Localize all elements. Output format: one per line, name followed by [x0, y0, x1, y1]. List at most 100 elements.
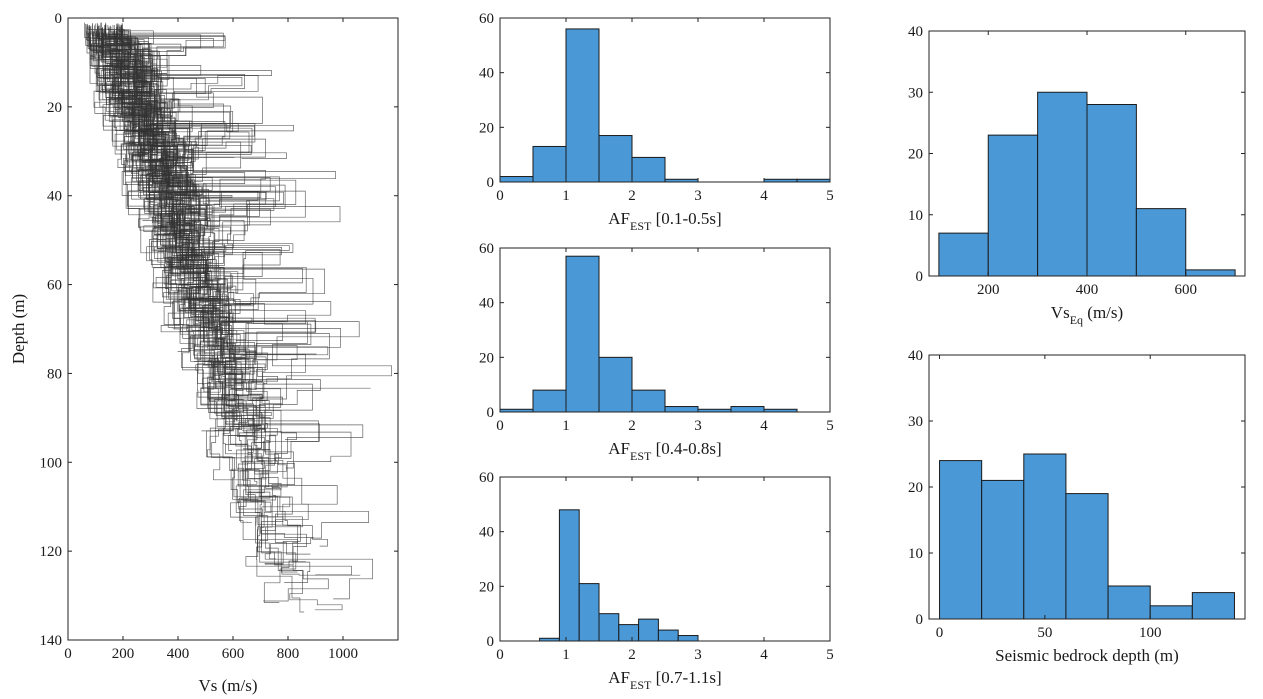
hist5-y-tick-label: 10 — [908, 546, 923, 562]
histogram-bar — [664, 406, 699, 413]
hist1-y-tick-label: 0 — [487, 175, 495, 191]
vs-profile-line — [116, 26, 171, 163]
vs-profile-line — [120, 24, 308, 560]
vs-profile-y-tick-label: 120 — [40, 544, 63, 560]
vs-profile-line — [96, 23, 243, 379]
hist1-x-tick-label: 4 — [760, 188, 768, 204]
hist2-x-tick-label: 5 — [826, 418, 834, 434]
hist2-y-tick-label: 40 — [479, 296, 494, 312]
hist2-x-tick-label: 2 — [628, 418, 636, 434]
hist4-y-tick-label: 0 — [916, 269, 924, 285]
histogram-bar — [939, 460, 983, 620]
vs-profile-line — [114, 29, 373, 600]
vs-profile-x-tick-label: 600 — [222, 646, 245, 662]
histogram-bars — [539, 509, 699, 642]
vs-profile-x-tick-label: 1000 — [328, 646, 358, 662]
vs-profile-line — [100, 22, 320, 480]
x-axis-label-main: Vs — [1051, 303, 1070, 322]
hist5-y-tick-label: 40 — [908, 348, 923, 364]
axes-frame — [499, 17, 831, 183]
histogram-bar — [1023, 453, 1067, 620]
seismic-bedrock-depth-histogram: 0 50 100 0 10 20 30 40 Seismic bedrock depth (m) — [908, 348, 1246, 665]
histogram-bar — [1037, 91, 1088, 277]
x-axis-label-main: Seismic bedrock depth (m) — [995, 646, 1179, 665]
hist4-y-tick-label: 30 — [908, 85, 923, 101]
vs-profile-x-tick-label: 400 — [167, 646, 190, 662]
axes-frame — [499, 476, 831, 642]
histogram-bar — [631, 389, 666, 413]
vs-profile-line — [119, 26, 341, 397]
hist1-x-tick-label: 0 — [496, 188, 504, 204]
vs-profile-line — [112, 33, 220, 272]
vs-profile-line — [104, 25, 329, 602]
hist3-y-tick-label: 40 — [479, 525, 494, 541]
x-axis-label-suffix: [0.1-0.5s] — [651, 209, 721, 228]
histogram-bars — [939, 453, 1235, 620]
axes-frame — [499, 247, 831, 413]
histogram-bars — [938, 91, 1236, 277]
histogram-bar — [631, 156, 666, 183]
vs-profile-y-tick-label: 60 — [47, 278, 62, 294]
histogram-bar — [1191, 592, 1235, 620]
hist2-y-tick-label: 0 — [487, 405, 495, 421]
vs-profile-line — [99, 33, 317, 451]
x-axis-label: Seismic bedrock depth (m) — [995, 646, 1179, 665]
histogram-bar — [499, 176, 534, 183]
hist5-x-tick-label: 0 — [936, 625, 944, 641]
histogram-bar — [618, 624, 640, 642]
vs-profile-line — [96, 32, 183, 249]
x-axis-label: AFEST [0.7-1.1s] — [608, 668, 721, 692]
hist1-y-tick-label: 20 — [479, 120, 494, 136]
vs-profile-line — [101, 24, 190, 235]
histogram-bar — [730, 406, 765, 413]
vs-profile-line — [89, 31, 282, 404]
x-axis-label-suffix: (m/s) — [1083, 303, 1123, 322]
af-est-0.1-0.5s-histogram: 0 1 2 3 4 5 0 20 40 60 AFEST [0.1-0.5s] — [479, 11, 834, 233]
hist4-x-tick-label: 600 — [1175, 282, 1198, 298]
histogram-bar — [657, 629, 679, 642]
vs-profile-line — [105, 23, 224, 330]
hist3-y-tick-label: 60 — [479, 470, 494, 486]
histogram-bar — [598, 613, 620, 642]
histogram-bar — [1135, 208, 1187, 277]
histogram-bar — [1149, 605, 1193, 620]
vs-profiles-group — [84, 22, 392, 613]
vs-profile-y-tick-label: 20 — [47, 100, 62, 116]
hist5-y-tick-label: 20 — [908, 480, 923, 496]
x-axis-label: AFEST [0.4-0.8s] — [608, 439, 721, 463]
histogram-bar — [981, 479, 1025, 620]
vs-profile-line — [89, 28, 233, 198]
hist3-x-tick-label: 2 — [628, 647, 636, 663]
hist1-y-tick-label: 40 — [479, 66, 494, 82]
hist3-x-tick-label: 5 — [826, 647, 834, 663]
histogram-bar — [938, 232, 989, 277]
vs-profile-x-tick-label: 800 — [277, 646, 300, 662]
x-axis-label-main: AF — [608, 668, 630, 687]
vs-profile-line — [112, 26, 184, 161]
vs-profile-y-tick-label: 140 — [40, 633, 63, 649]
histogram-bar — [598, 356, 633, 413]
histogram-bar — [1086, 104, 1137, 277]
histogram-bar — [638, 618, 659, 642]
x-axis-label-subscript: Eq — [1070, 313, 1083, 327]
hist2-x-tick-label: 0 — [496, 418, 504, 434]
x-axis-label-subscript: EST — [630, 449, 652, 463]
histogram-bars — [499, 28, 831, 183]
hist3-x-tick-label: 4 — [760, 647, 768, 663]
vs-profile-line — [88, 32, 392, 573]
hist4-x-tick-label: 400 — [1076, 282, 1099, 298]
hist5-y-tick-label: 0 — [916, 612, 924, 628]
vs-profile-line — [97, 24, 233, 320]
histogram-bar — [532, 389, 567, 413]
x-axis-label-suffix: [0.4-0.8s] — [651, 439, 721, 458]
x-axis-label: AFEST [0.1-0.5s] — [608, 209, 721, 233]
hist2-y-tick-label: 60 — [479, 241, 494, 257]
hist4-y-tick-label: 10 — [908, 208, 923, 224]
hist1-x-tick-label: 2 — [628, 188, 636, 204]
hist4-y-tick-label: 40 — [908, 24, 923, 40]
hist1-x-tick-label: 3 — [694, 188, 702, 204]
x-axis-label-suffix: [0.7-1.1s] — [651, 668, 721, 687]
x-axis-label-main: AF — [608, 439, 630, 458]
vs-profile-y-tick-label: 40 — [47, 189, 62, 205]
histogram-bar — [558, 509, 580, 642]
